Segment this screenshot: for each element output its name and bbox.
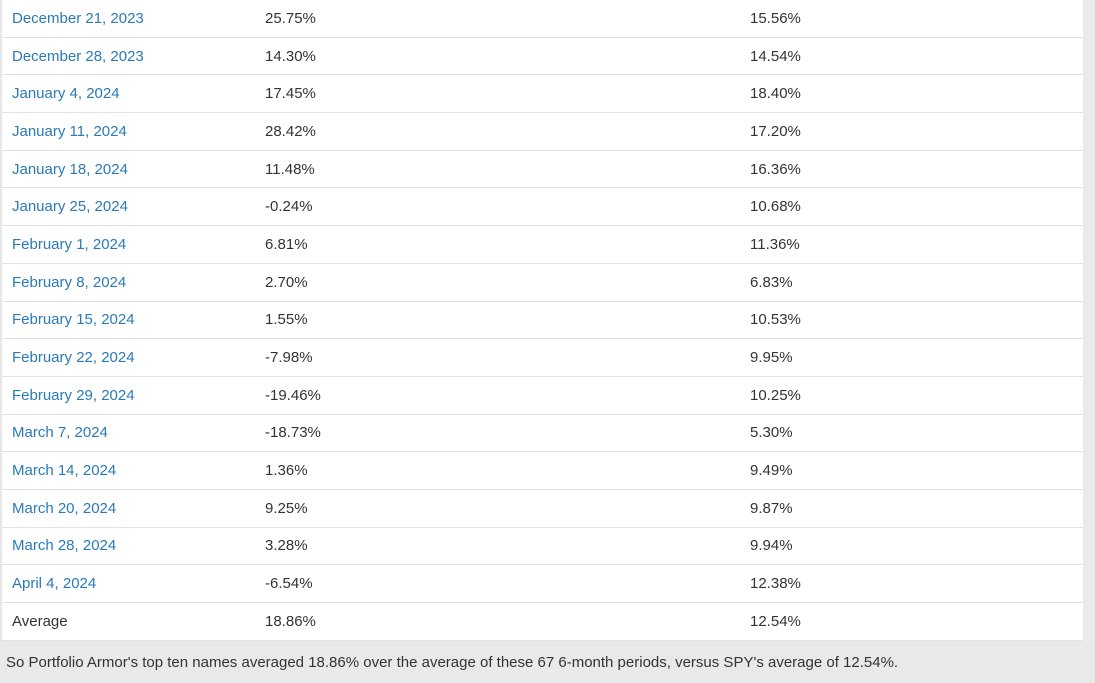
spy-return-cell: 6.83% [750, 273, 793, 291]
spy-return-cell: 10.25% [750, 386, 801, 404]
table-row: March 14, 2024 1.36% 9.49% [2, 452, 1083, 490]
date-link[interactable]: April 4, 2024 [12, 575, 97, 593]
spy-return-cell: 16.36% [750, 160, 801, 178]
spy-return-cell: 9.49% [750, 462, 793, 480]
date-link[interactable]: March 20, 2024 [12, 499, 117, 517]
date-cell: February 22, 2024 [2, 349, 255, 366]
portfolio-return-cell: 14.30% [265, 47, 316, 65]
table-row: January 11, 2024 28.42% 17.20% [2, 113, 1083, 151]
table-row: February 1, 2024 6.81% 11.36% [2, 226, 1083, 264]
summary-text: So Portfolio Armor's top ten names avera… [6, 654, 899, 671]
table-row: April 4, 2024 -6.54% 12.38% [2, 565, 1083, 603]
date-cell: March 20, 2024 [2, 500, 255, 517]
date-link[interactable]: December 21, 2023 [12, 9, 144, 27]
date-link[interactable]: January 18, 2024 [12, 160, 128, 178]
date-cell: January 4, 2024 [2, 85, 255, 102]
date-link[interactable]: December 28, 2023 [12, 47, 144, 65]
table-row: February 22, 2024 -7.98% 9.95% [2, 339, 1083, 377]
spy-return-cell: 11.36% [750, 235, 800, 253]
date-cell: March 7, 2024 [2, 424, 255, 441]
date-link[interactable]: January 11, 2024 [12, 122, 127, 140]
portfolio-return-cell: -7.98% [265, 349, 313, 367]
portfolio-return-cell: 28.42% [265, 122, 316, 140]
date-cell: January 25, 2024 [2, 198, 255, 215]
portfolio-return-cell: 6.81% [265, 235, 308, 253]
date-cell: December 28, 2023 [2, 48, 255, 65]
summary-paragraph: So Portfolio Armor's top ten names avera… [0, 641, 1095, 683]
left-edge-strip [0, 0, 2, 641]
portfolio-return-cell: -19.46% [265, 386, 321, 404]
right-edge-strip [1083, 0, 1095, 641]
date-cell: February 1, 2024 [2, 236, 255, 253]
table-row: February 15, 2024 1.55% 10.53% [2, 301, 1083, 340]
portfolio-return-cell: 17.45% [265, 85, 316, 103]
spy-return-cell: 12.54% [750, 612, 801, 630]
spy-return-cell: 9.87% [750, 499, 793, 517]
table-row: March 20, 2024 9.25% 9.87% [2, 489, 1083, 528]
table-row: January 25, 2024 -0.24% 10.68% [2, 188, 1083, 227]
date-link[interactable]: February 15, 2024 [12, 311, 135, 329]
table-row: March 7, 2024 -18.73% 5.30% [2, 414, 1083, 453]
table-row: February 29, 2024 -19.46% 10.25% [2, 376, 1083, 415]
date-cell: April 4, 2024 [2, 575, 255, 592]
date-cell: January 18, 2024 [2, 161, 255, 178]
date-cell: Average [2, 613, 255, 630]
spy-return-cell: 15.56% [750, 9, 801, 27]
date-link[interactable]: February 1, 2024 [12, 235, 127, 253]
spy-return-cell: 17.20% [750, 122, 801, 140]
portfolio-return-cell: 18.86% [265, 612, 316, 630]
date-link[interactable]: March 14, 2024 [12, 462, 117, 480]
portfolio-return-cell: 9.25% [265, 499, 308, 517]
date-cell: March 14, 2024 [2, 462, 255, 479]
date-link[interactable]: January 25, 2024 [12, 198, 128, 216]
date-link[interactable]: March 28, 2024 [12, 537, 117, 555]
spy-return-cell: 10.53% [750, 311, 801, 329]
portfolio-return-cell: 1.55% [265, 311, 308, 329]
table-row: December 21, 2023 25.75% 15.56% [2, 0, 1083, 38]
table-row: March 28, 2024 3.28% 9.94% [2, 527, 1083, 566]
date-cell: January 11, 2024 [2, 123, 255, 140]
spy-return-cell: 5.30% [750, 424, 793, 442]
date-link[interactable]: March 7, 2024 [12, 424, 108, 442]
spy-return-cell: 10.68% [750, 198, 801, 216]
table-row: January 4, 2024 17.45% 18.40% [2, 75, 1083, 114]
date-link[interactable]: February 8, 2024 [12, 273, 127, 291]
portfolio-return-cell: -6.54% [265, 575, 313, 593]
table-row: February 8, 2024 2.70% 6.83% [2, 263, 1083, 302]
date-cell: February 29, 2024 [2, 387, 255, 404]
spy-return-cell: 14.54% [750, 47, 801, 65]
date-cell: December 21, 2023 [2, 10, 255, 27]
table-row: December 28, 2023 14.30% 14.54% [2, 37, 1083, 76]
portfolio-return-cell: 2.70% [265, 273, 308, 291]
date-link[interactable]: February 29, 2024 [12, 386, 135, 404]
returns-table: December 21, 2023 25.75% 15.56% December… [2, 0, 1083, 641]
portfolio-return-cell: 1.36% [265, 462, 308, 480]
date-link[interactable]: February 22, 2024 [12, 349, 135, 367]
table-row: Average 18.86% 12.54% [2, 603, 1083, 641]
spy-return-cell: 9.95% [750, 349, 793, 367]
portfolio-return-cell: 11.48% [265, 160, 315, 178]
average-label: Average [12, 612, 68, 630]
date-cell: February 15, 2024 [2, 311, 255, 328]
portfolio-return-cell: 25.75% [265, 9, 316, 27]
spy-return-cell: 12.38% [750, 575, 801, 593]
portfolio-return-cell: -0.24% [265, 198, 313, 216]
date-link[interactable]: January 4, 2024 [12, 85, 120, 103]
spy-return-cell: 18.40% [750, 85, 801, 103]
date-cell: February 8, 2024 [2, 274, 255, 291]
portfolio-return-cell: -18.73% [265, 424, 321, 442]
spy-return-cell: 9.94% [750, 537, 793, 555]
portfolio-return-cell: 3.28% [265, 537, 308, 555]
table-row: January 18, 2024 11.48% 16.36% [2, 150, 1083, 189]
date-cell: March 28, 2024 [2, 537, 255, 554]
